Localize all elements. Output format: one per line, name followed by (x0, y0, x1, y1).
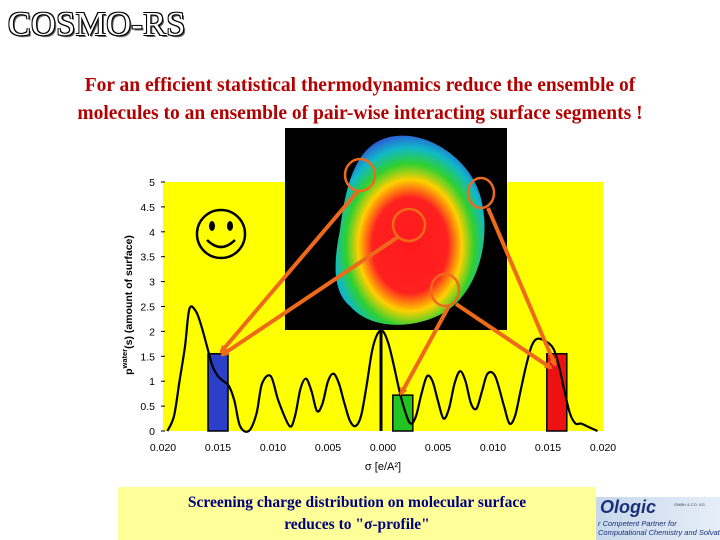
arrow-red-1 (486, 207, 557, 367)
y-tick-label: 5 (149, 177, 155, 189)
y-tick-label: 1.5 (140, 351, 155, 363)
x-axis: 0.020 0.015 0.010 0.005 0.000 0.005 0.010 0.015… (150, 442, 616, 454)
sigma-profile-curve (166, 305, 598, 433)
subtitle-line-1: For an efficient statistical thermodynam… (84, 75, 636, 96)
x-axis-label: σ [e/A²] (365, 461, 401, 473)
segment-bars (207, 353, 568, 432)
y-tick-label: 2.5 (140, 302, 155, 314)
caption-box: Screening charge distribution on molecul… (118, 487, 596, 540)
segment-bar (546, 353, 568, 432)
logo-small-text: GMBH & CO. KG (674, 502, 705, 507)
surface-segment-markers (343, 157, 496, 308)
arrow-blue-1 (219, 189, 360, 354)
logo-tagline: r Competent Partner for Computational Ch… (598, 519, 720, 537)
x-tick-label: 0.015 (205, 442, 231, 454)
segment-marker-blue (343, 157, 377, 193)
segment-marker-red-right (466, 176, 496, 210)
x-tick-label: 0.010 (260, 442, 286, 454)
company-logo: Ologic GMBH & CO. KG r Competent Partner… (596, 497, 720, 540)
logo-tagline-1: r Competent Partner for (598, 519, 677, 528)
logo-tagline-2: Computational Chemistry and Solvation (598, 528, 720, 537)
x-tick-label: 0.010 (480, 442, 506, 454)
y-tick-label: 0 (149, 426, 155, 438)
logo-name: Ologic (600, 497, 657, 517)
slide-subtitle: For an efficient statistical thermodynam… (20, 72, 700, 128)
caption-line-1: Screening charge distribution on molecul… (187, 494, 527, 511)
y-tick-label: 4.5 (140, 202, 155, 214)
x-tick-label: 0.020 (590, 442, 616, 454)
smiley (195, 208, 247, 260)
y-tick-label: 4 (149, 227, 155, 239)
x-tick-label: 0.000 (370, 442, 396, 454)
slide-title: COSMO-RS (8, 6, 186, 43)
y-tick-label: 2 (149, 326, 155, 338)
segment-bar (207, 353, 229, 432)
y-tick-label: 3.5 (140, 252, 155, 264)
segment-marker-green (391, 207, 427, 243)
mapping-arrows (219, 189, 557, 396)
arrow-red-2 (454, 302, 553, 370)
subtitle-line-2: molecules to an ensemble of pair-wise in… (77, 103, 643, 124)
x-tick-label: 0.015 (535, 442, 561, 454)
caption-line-2: reduces to "σ-profile" (284, 516, 430, 533)
y-axis: 0 0.5 1 1.5 2 2.5 3 3.5 4 4.5 5 (140, 177, 165, 438)
x-tick-label: 0.020 (150, 442, 176, 454)
segment-marker-red-left (429, 272, 461, 308)
y-tick-label: 1 (149, 376, 155, 388)
y-axis-label: pwater(s) (amount of surface) (120, 235, 135, 375)
y-tick-label: 3 (149, 277, 155, 289)
x-tick-label: 0.005 (315, 442, 341, 454)
arrow-blue-2 (220, 235, 400, 357)
y-tick-label: 0.5 (140, 401, 155, 413)
x-tick-label: 0.005 (425, 442, 451, 454)
arrow-green (399, 305, 451, 396)
